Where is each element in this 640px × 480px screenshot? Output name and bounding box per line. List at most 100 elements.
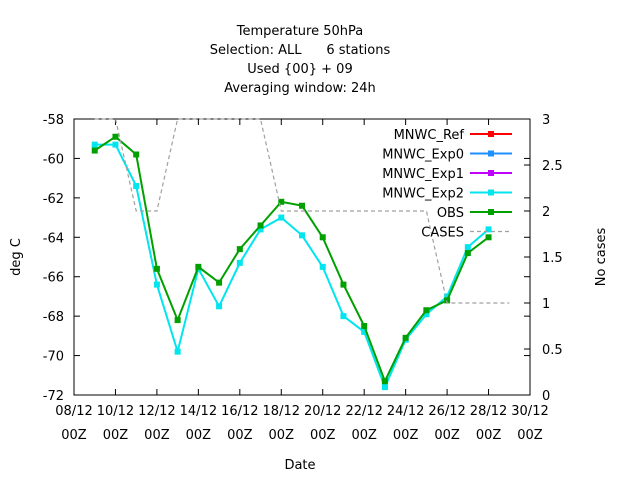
y-axis-label: deg C bbox=[9, 238, 24, 276]
y2-tick-label: 2 bbox=[542, 205, 550, 220]
legend-label: MNWC_Exp0 bbox=[382, 148, 464, 163]
legend-marker bbox=[488, 131, 494, 137]
data-point bbox=[236, 259, 243, 266]
y-tick-label: -62 bbox=[43, 192, 64, 207]
data-point bbox=[319, 234, 326, 241]
y2-tick-label: 0 bbox=[542, 389, 550, 404]
legend-label: OBS bbox=[437, 206, 464, 221]
x-tick-label-date: 14/12 bbox=[180, 404, 217, 419]
data-point bbox=[257, 222, 264, 229]
data-point bbox=[444, 293, 451, 300]
data-point bbox=[112, 133, 119, 140]
x-tick-label-date: 18/12 bbox=[263, 404, 300, 419]
legend-marker bbox=[488, 209, 494, 215]
data-point bbox=[257, 226, 264, 233]
y2-tick-label: 0.5 bbox=[542, 343, 563, 358]
data-point bbox=[485, 226, 492, 233]
data-point bbox=[195, 263, 202, 270]
data-point bbox=[278, 198, 285, 205]
title-line-1: Temperature 50hPa bbox=[236, 24, 363, 39]
series-cases bbox=[94, 118, 510, 304]
y-tick-label: -58 bbox=[43, 113, 64, 128]
data-point bbox=[381, 384, 388, 391]
x-axis: 08/12 00Z 10/12 00Z 12/12 00Z 14/12 00Z 16/12 00Z… bbox=[55, 119, 549, 443]
y2-axis: 3 2.5 2 1.5 1 0.5 0 bbox=[524, 113, 563, 404]
title-line-4: Averaging window: 24h bbox=[224, 81, 376, 96]
y-axis: -58 -60 -62 -64 -66 -68 -70 -72 bbox=[43, 113, 530, 404]
legend: MNWC_Ref MNWC_Exp0 MNWC_Exp1 MNWC_Exp2 OBS CA… bbox=[382, 128, 512, 241]
x-tick-label-time: 00Z bbox=[517, 428, 543, 443]
data-point bbox=[91, 147, 98, 154]
x-tick-label-time: 00Z bbox=[103, 428, 129, 443]
x-tick-label-time: 00Z bbox=[351, 428, 377, 443]
y-tick-label: -72 bbox=[43, 389, 64, 404]
series-line bbox=[94, 143, 490, 390]
x-tick-label-time: 00Z bbox=[269, 428, 295, 443]
x-tick-label-date: 08/12 bbox=[55, 404, 92, 419]
x-tick-label-time: 00Z bbox=[393, 428, 419, 443]
chart-title: Temperature 50hPa Selection: ALL 6 stati… bbox=[210, 24, 391, 96]
data-point bbox=[340, 281, 347, 288]
data-point bbox=[361, 323, 368, 329]
x-tick-label-time: 00Z bbox=[144, 428, 170, 443]
x-tick-label-date: 24/12 bbox=[387, 404, 424, 419]
y-tick-label: -60 bbox=[43, 152, 64, 167]
legend-label: MNWC_Exp1 bbox=[382, 167, 464, 182]
data-point bbox=[133, 151, 140, 158]
data-point bbox=[361, 328, 368, 335]
legend-label: MNWC_Exp2 bbox=[382, 187, 464, 202]
title-line-2: Selection: ALL 6 stations bbox=[210, 43, 391, 58]
x-axis-label: Date bbox=[284, 458, 315, 473]
x-tick-label-time: 00Z bbox=[61, 428, 87, 443]
series-layer bbox=[91, 118, 510, 391]
x-tick-label-time: 00Z bbox=[227, 428, 253, 443]
y2-tick-label: 1 bbox=[542, 297, 550, 312]
x-tick-label-date: 10/12 bbox=[97, 404, 134, 419]
data-point bbox=[485, 234, 492, 241]
x-tick-label-date: 22/12 bbox=[345, 404, 382, 419]
x-tick-label-date: 12/12 bbox=[138, 404, 175, 419]
series-line bbox=[94, 118, 510, 304]
data-point bbox=[319, 263, 326, 270]
series-line bbox=[94, 135, 490, 384]
series-mnwc-exp2 bbox=[91, 141, 492, 391]
data-point bbox=[299, 232, 305, 239]
y-tick-label: -66 bbox=[43, 271, 64, 286]
x-tick-label-time: 00Z bbox=[476, 428, 502, 443]
x-tick-label-time: 00Z bbox=[434, 428, 460, 443]
data-point bbox=[174, 317, 181, 324]
data-point bbox=[423, 307, 430, 314]
data-point bbox=[91, 141, 98, 148]
data-point bbox=[133, 183, 140, 190]
data-point bbox=[464, 244, 471, 251]
x-tick-label-date: 26/12 bbox=[428, 404, 465, 419]
data-point bbox=[464, 250, 471, 257]
data-point bbox=[153, 281, 160, 288]
x-tick-label-date: 28/12 bbox=[470, 404, 507, 419]
legend-label: CASES bbox=[421, 226, 464, 241]
data-point bbox=[153, 265, 160, 272]
data-point bbox=[236, 246, 243, 253]
legend-marker bbox=[488, 150, 494, 157]
x-tick-label-time: 00Z bbox=[186, 428, 212, 443]
x-tick-label-date: 20/12 bbox=[304, 404, 341, 419]
y2-tick-label: 3 bbox=[542, 113, 550, 128]
x-tick-label-date: 30/12 bbox=[511, 404, 548, 419]
y2-tick-label: 1.5 bbox=[542, 251, 563, 266]
data-point bbox=[340, 313, 347, 320]
data-point bbox=[174, 348, 181, 355]
data-point bbox=[278, 214, 285, 221]
x-tick-label-time: 00Z bbox=[310, 428, 336, 443]
series-obs bbox=[91, 133, 492, 385]
legend-marker bbox=[488, 170, 494, 176]
data-point bbox=[216, 279, 223, 286]
y2-axis-label: No cases bbox=[594, 228, 609, 287]
y-tick-label: -70 bbox=[43, 350, 64, 365]
legend-marker bbox=[488, 189, 494, 196]
data-point bbox=[381, 378, 388, 385]
data-point bbox=[216, 303, 223, 310]
x-tick-label-date: 16/12 bbox=[221, 404, 258, 419]
y2-tick-label: 2.5 bbox=[542, 159, 563, 174]
data-point bbox=[402, 334, 409, 341]
